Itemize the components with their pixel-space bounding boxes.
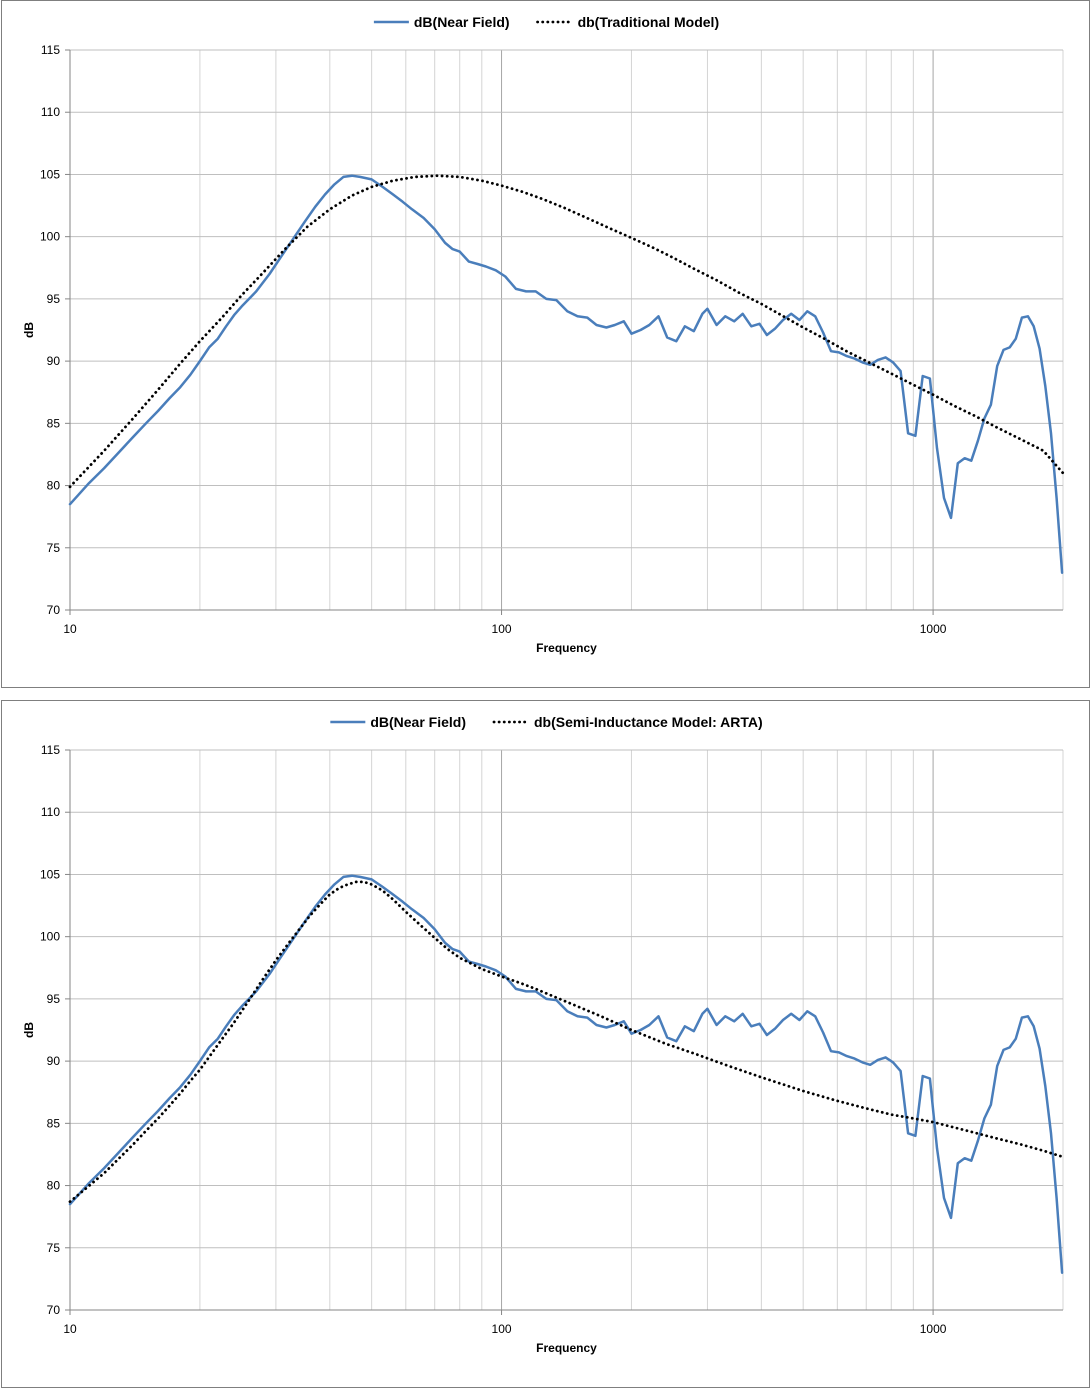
x-axis-title: Frequency [536,641,597,655]
y-tick-label: 105 [40,867,60,881]
legend-label-near-field: dB(Near Field) [370,714,466,730]
y-axis-title: dB [22,1022,36,1038]
y-tick-label: 110 [41,105,60,119]
y-tick-label: 85 [47,1116,61,1130]
gridlines [70,49,1064,611]
legend-label-near-field: dB(Near Field) [414,14,510,30]
x-tick-label: 10 [63,1322,77,1336]
y-tick-label: 80 [47,1179,61,1193]
y-tick-label: 115 [41,43,60,57]
y-tick-label: 75 [47,541,61,555]
y-tick-label: 115 [41,743,60,757]
x-tick-label: 10 [63,622,77,636]
chart-svg-top: 70 75 80 85 90 95 100 105 110 115 10 100 1000 Frequen… [22,14,1065,655]
y-tick-label: 110 [41,805,60,819]
y-axis-title: dB [22,322,36,338]
series-line-model [68,174,1065,489]
series-line-near-field [68,874,1064,1274]
y-tick-label: 100 [40,230,60,244]
y-tick-label: 70 [47,603,61,617]
legend: dB(Near Field) db(Traditional Model) [373,14,720,30]
y-tick-label: 90 [47,1054,61,1068]
series-line-model [68,880,1065,1204]
y-tick-label: 95 [47,292,61,306]
chart-panel-bottom: 70 75 80 85 90 95 100 105 110 115 10 100 1000 Frequen… [1,700,1090,1388]
chart-svg-bottom: 70 75 80 85 90 95 100 105 110 115 10 100 1000 Frequen… [22,714,1065,1355]
legend-label-model: db(Traditional Model) [578,14,720,30]
x-tick-label: 100 [492,1322,512,1336]
legend: dB(Near Field) db(Semi-Inductance Model: … [330,714,763,730]
gridlines [70,749,1064,1311]
y-tick-label: 75 [47,1241,61,1255]
y-tick-label: 70 [47,1303,61,1317]
y-tick-label: 80 [47,479,61,493]
x-axis-title: Frequency [536,1341,597,1355]
x-tick-label: 1000 [920,622,947,636]
x-tick-label: 1000 [920,1322,947,1336]
y-tick-label: 100 [40,930,60,944]
legend-label-model: db(Semi-Inductance Model: ARTA) [534,714,763,730]
y-tick-label: 85 [47,416,61,430]
chart-panel-top: 70 75 80 85 90 95 100 105 110 115 10 100 1000 Frequen… [1,0,1090,688]
x-tick-label: 100 [492,622,512,636]
y-tick-label: 90 [47,354,61,368]
y-tick-label: 95 [47,992,61,1006]
y-tick-label: 105 [40,167,60,181]
